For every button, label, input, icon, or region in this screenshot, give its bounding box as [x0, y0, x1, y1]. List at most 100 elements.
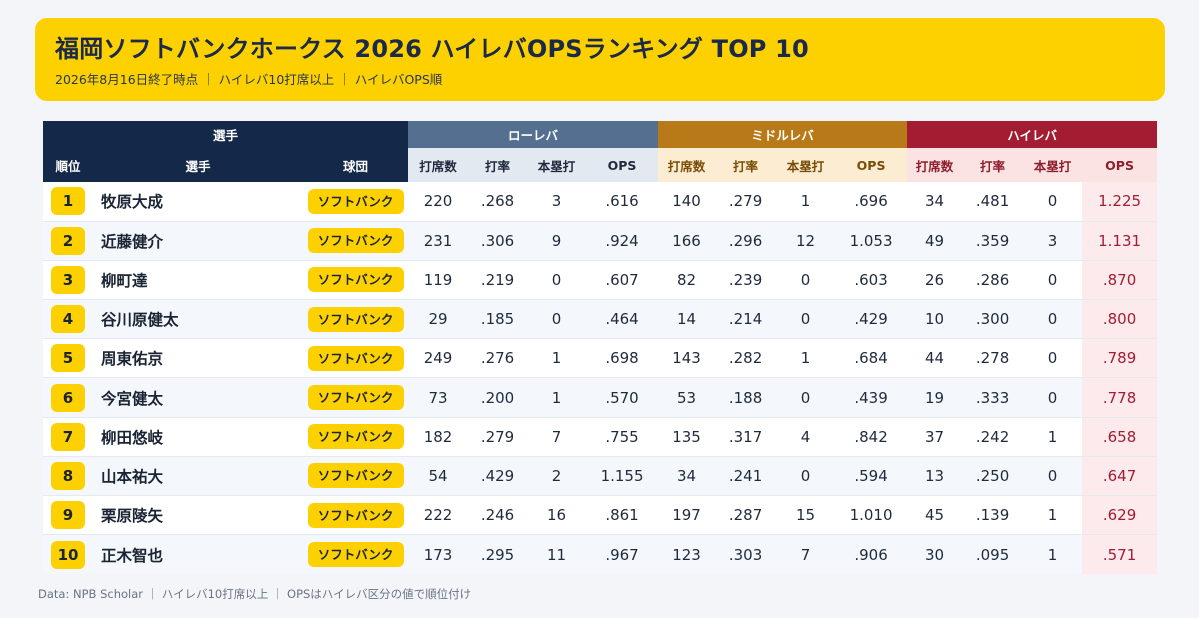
high-ops-cell: .629: [1082, 494, 1158, 535]
mid-pa-cell: 53: [658, 377, 716, 418]
mid-avg-cell: .287: [715, 494, 777, 535]
mid-ops-cell: .439: [835, 377, 908, 418]
high-pa-cell: 44: [907, 338, 963, 378]
mid-pa-cell: 166: [658, 220, 716, 261]
low-hr-cell: 0: [527, 299, 587, 339]
table-row: 8 山本祐大 ソフトバンク 54.429 2 1.155 34.241 0.594 13.250…: [43, 455, 1158, 496]
low-avg-cell: .185: [468, 299, 528, 339]
col-header-player: 選手: [93, 148, 303, 182]
high-avg-cell: .481: [962, 182, 1024, 222]
low-avg-cell: .429: [468, 455, 528, 496]
table-body: 1 牧原大成 ソフトバンク 220.268 3.616 140.279 1.696 34.48…: [43, 182, 1158, 574]
mid-ops-cell: 1.010: [835, 494, 908, 535]
high-hr-cell: 3: [1023, 220, 1083, 261]
player-name: 山本祐大: [93, 455, 303, 496]
team-cell: ソフトバンク: [303, 416, 409, 457]
high-ops-cell: 1.225: [1082, 182, 1158, 222]
rank-cell: 4: [43, 299, 93, 339]
team-cell: ソフトバンク: [303, 534, 409, 574]
mid-hr-cell: 1: [776, 338, 836, 378]
high-avg-cell: .095: [962, 534, 1024, 574]
high-pa-cell: 37: [907, 416, 963, 457]
mid-hr-cell: 12: [776, 220, 836, 261]
low-hr-cell: 3: [527, 182, 587, 222]
team-badge: ソフトバンク: [307, 306, 404, 332]
rank-cell: 9: [43, 494, 93, 535]
high-pa-cell: 26: [907, 259, 963, 300]
mid-avg-cell: .239: [715, 259, 777, 300]
mid-ops-cell: .603: [835, 259, 908, 300]
high-ops-cell: .789: [1082, 338, 1158, 378]
low-ops-cell: .967: [586, 534, 659, 574]
col-header-high-avg: 打率: [962, 148, 1024, 182]
mid-hr-cell: 7: [776, 534, 836, 574]
low-hr-cell: 1: [527, 377, 587, 418]
high-ops-cell: .870: [1082, 259, 1158, 300]
high-hr-cell: 0: [1023, 377, 1083, 418]
mid-pa-cell: 140: [658, 182, 716, 222]
rank-badge: 5: [51, 344, 85, 373]
low-hr-cell: 7: [527, 416, 587, 457]
team-badge: ソフトバンク: [307, 542, 404, 568]
mid-hr-cell: 4: [776, 416, 836, 457]
mid-ops-cell: .696: [835, 182, 908, 222]
high-hr-cell: 1: [1023, 416, 1083, 457]
low-avg-cell: .295: [468, 534, 528, 574]
low-avg-cell: .246: [468, 494, 528, 535]
team-badge: ソフトバンク: [307, 385, 404, 411]
mid-pa-cell: 14: [658, 299, 716, 339]
low-hr-cell: 16: [527, 494, 587, 535]
low-avg-cell: .219: [468, 259, 528, 300]
player-name: 今宮健太: [93, 377, 303, 418]
team-badge: ソフトバンク: [307, 228, 404, 254]
col-header-mid-ops: OPS: [835, 148, 908, 182]
group-header-high-leverage: ハイレバ: [907, 121, 1158, 148]
low-pa-cell: 249: [408, 338, 469, 378]
high-avg-cell: .242: [962, 416, 1024, 457]
mid-hr-cell: 0: [776, 455, 836, 496]
high-avg-cell: .139: [962, 494, 1024, 535]
col-header-mid-avg: 打率: [715, 148, 777, 182]
col-header-low-pa: 打席数: [408, 148, 469, 182]
rank-cell: 1: [43, 182, 93, 222]
high-pa-cell: 34: [907, 182, 963, 222]
mid-ops-cell: 1.053: [835, 220, 908, 261]
rank-cell: 3: [43, 259, 93, 300]
low-pa-cell: 119: [408, 259, 469, 300]
player-name: 谷川原健太: [93, 299, 303, 339]
high-hr-cell: 0: [1023, 338, 1083, 378]
table-row: 2 近藤健介 ソフトバンク 231.306 9.924 166.296 12 1.053 49.…: [43, 220, 1158, 261]
rank-badge: 3: [51, 265, 85, 294]
mid-avg-cell: .296: [715, 220, 777, 261]
mid-pa-cell: 123: [658, 534, 716, 574]
mid-ops-cell: .906: [835, 534, 908, 574]
team-badge: ソフトバンク: [307, 267, 404, 293]
mid-hr-cell: 0: [776, 299, 836, 339]
high-hr-cell: 0: [1023, 455, 1083, 496]
team-cell: ソフトバンク: [303, 299, 409, 339]
team-badge: ソフトバンク: [307, 424, 404, 450]
high-avg-cell: .286: [962, 259, 1024, 300]
low-avg-cell: .268: [468, 182, 528, 222]
mid-avg-cell: .188: [715, 377, 777, 418]
rank-badge: 4: [51, 305, 85, 334]
col-header-mid-hr: 本塁打: [776, 148, 836, 182]
high-ops-cell: .647: [1082, 455, 1158, 496]
low-pa-cell: 220: [408, 182, 469, 222]
rank-cell: 8: [43, 455, 93, 496]
player-name: 柳田悠岐: [93, 416, 303, 457]
title-banner: 福岡ソフトバンクホークス 2026 ハイレバOPSランキング TOP 10 20…: [35, 18, 1165, 101]
low-hr-cell: 11: [527, 534, 587, 574]
high-ops-cell: .571: [1082, 534, 1158, 574]
high-avg-cell: .359: [962, 220, 1024, 261]
low-pa-cell: 54: [408, 455, 469, 496]
high-pa-cell: 19: [907, 377, 963, 418]
team-badge: ソフトバンク: [307, 345, 404, 371]
high-pa-cell: 30: [907, 534, 963, 574]
page-title: 福岡ソフトバンクホークス 2026 ハイレバOPSランキング TOP 10: [55, 35, 809, 63]
col-header-high-ops: OPS: [1082, 148, 1158, 182]
low-avg-cell: .279: [468, 416, 528, 457]
team-badge: ソフトバンク: [307, 463, 404, 489]
low-pa-cell: 231: [408, 220, 469, 261]
rank-cell: 6: [43, 377, 93, 418]
